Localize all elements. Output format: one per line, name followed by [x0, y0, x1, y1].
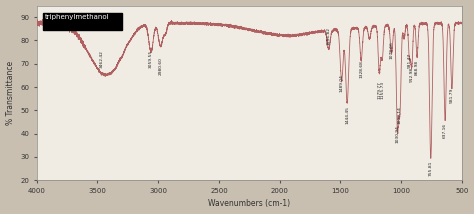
- Text: 1328.68: 1328.68: [359, 60, 363, 78]
- Text: 1030.94: 1030.94: [395, 125, 399, 143]
- Text: 3059.55: 3059.55: [149, 50, 153, 68]
- Text: 581.79: 581.79: [450, 88, 454, 103]
- Text: 1155.73: 1155.73: [380, 81, 384, 99]
- Text: 3462.42: 3462.42: [100, 51, 104, 68]
- Text: 637.16: 637.16: [443, 123, 447, 138]
- Text: 1009.14: 1009.14: [398, 107, 402, 124]
- Text: 2980.60: 2980.60: [158, 58, 163, 75]
- X-axis label: Wavenumbers (cm-1): Wavenumbers (cm-1): [208, 199, 290, 208]
- Bar: [43, 13, 122, 30]
- Text: triphenylmethanol: triphenylmethanol: [45, 14, 110, 20]
- Text: 1444.45: 1444.45: [345, 106, 349, 124]
- Text: 931.47: 931.47: [407, 53, 411, 68]
- Y-axis label: % Transmittance: % Transmittance: [6, 61, 15, 125]
- Text: 1078.66: 1078.66: [390, 41, 393, 59]
- Text: 912.98: 912.98: [410, 67, 414, 82]
- Text: 1179.77: 1179.77: [377, 81, 381, 99]
- Text: 755.81: 755.81: [428, 160, 433, 176]
- Text: 868.98: 868.98: [415, 60, 419, 75]
- Text: 1489.04: 1489.04: [340, 74, 344, 92]
- Text: 1596.82: 1596.82: [327, 27, 330, 45]
